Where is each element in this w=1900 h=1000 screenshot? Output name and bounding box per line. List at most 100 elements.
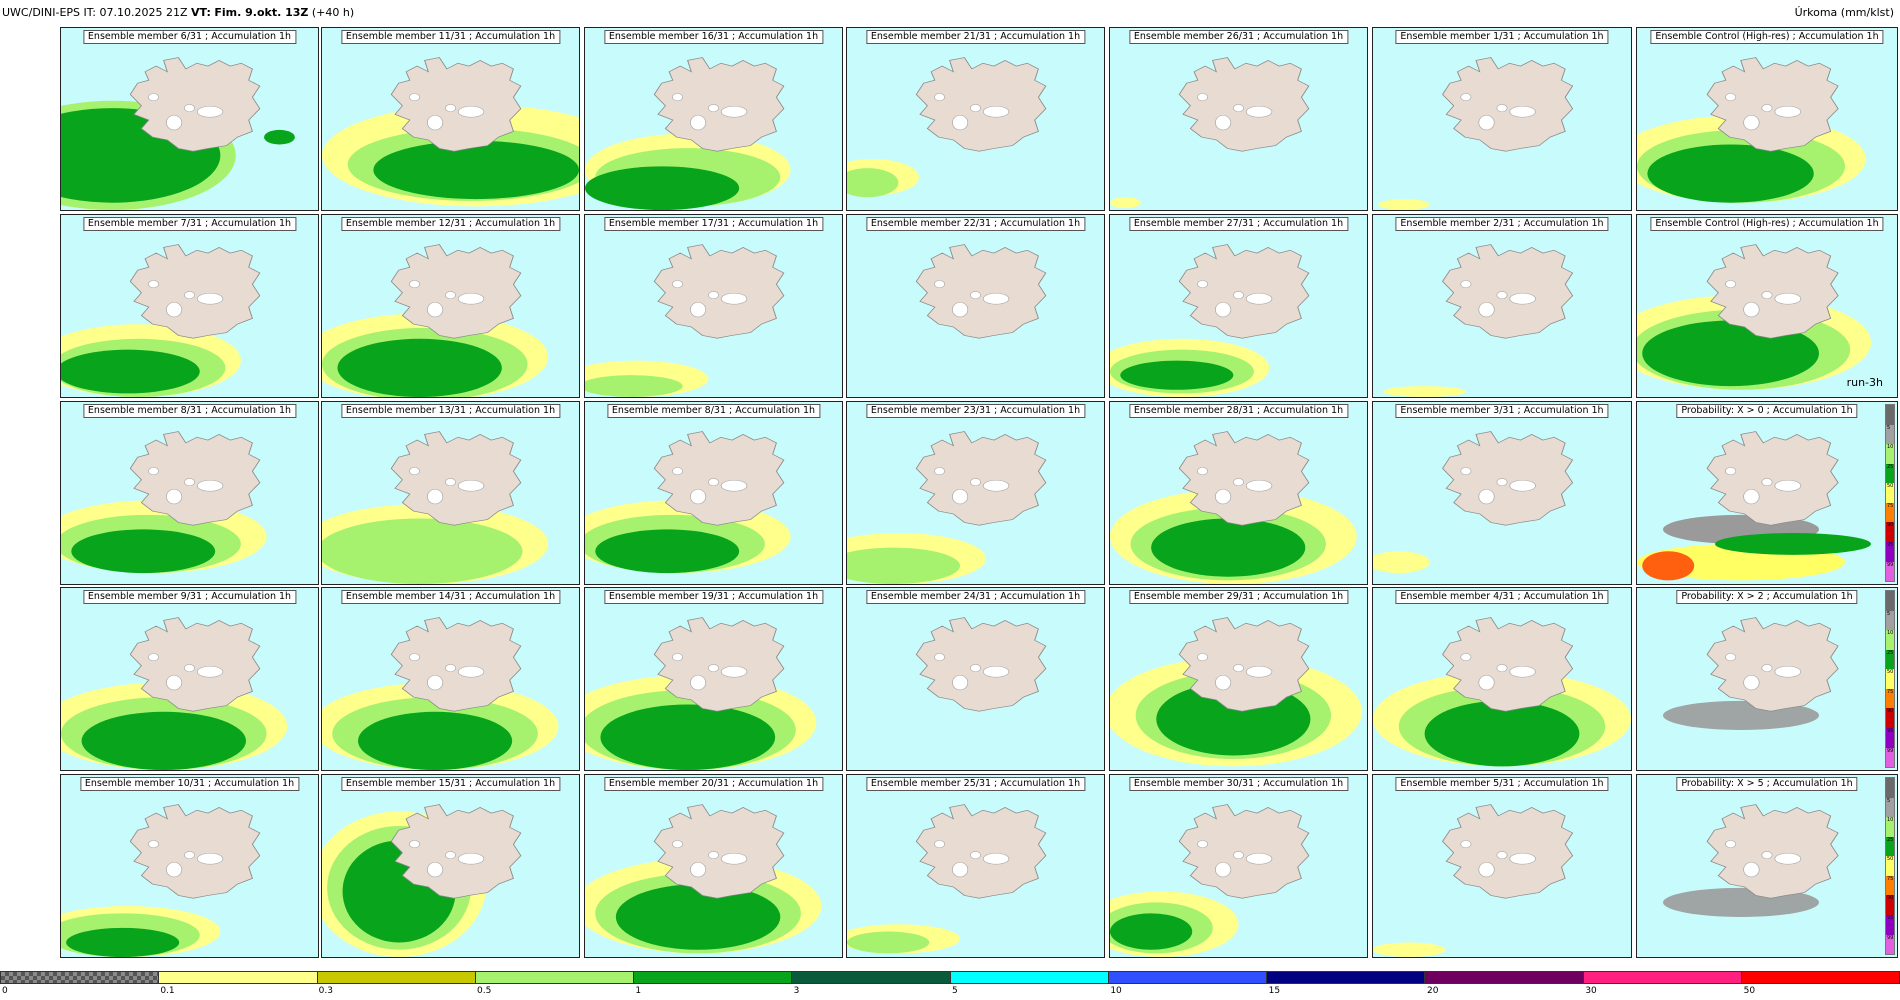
member-map-panel: Ensemble member 13/31 ; Accumulation 1h (321, 401, 580, 585)
precip-map (1110, 57, 1310, 209)
panel-title: Ensemble member 5/31 ; Accumulation 1h (1395, 777, 1609, 791)
glacier (707, 478, 720, 486)
member-map-panel: Ensemble member 28/31 ; Accumulation 1h (1109, 401, 1368, 585)
glacier (969, 104, 982, 112)
probability-scale-label: 99 (1887, 747, 1894, 754)
glacier (720, 852, 748, 865)
panel-title: Ensemble member 26/31 ; Accumulation 1h (1128, 30, 1349, 44)
glacier (1232, 664, 1245, 672)
iceland-landmass (129, 431, 261, 526)
probability-scale-step: 10 (1886, 817, 1894, 837)
glacier (720, 479, 748, 492)
precip-area (1373, 551, 1430, 574)
probability-scale: 5 10 25 50 75 90 95 99 (1885, 590, 1895, 768)
iceland-landmass (390, 431, 522, 526)
probability-scale-step: 90 (1886, 895, 1894, 915)
glacier (1214, 862, 1232, 878)
precip-map (1637, 244, 1871, 390)
probability-scale-step: 90 (1886, 708, 1894, 728)
colorbar-tick-label: 10 (1110, 986, 1122, 996)
probability-scale: 5 10 25 50 75 90 95 99 (1885, 777, 1895, 955)
glacier (183, 664, 196, 672)
panel-title: Ensemble member 13/31 ; Accumulation 1h (340, 404, 561, 418)
iceland-landmass (1706, 244, 1839, 339)
precip-map (585, 431, 791, 574)
colorbar-segment (316, 971, 475, 984)
glacier (1509, 479, 1536, 492)
member-map-panel: Ensemble member 24/31 ; Accumulation 1h (846, 587, 1105, 771)
panel-title: Ensemble member 2/31 ; Accumulation 1h (1395, 217, 1609, 231)
panel-title: Ensemble member 27/31 ; Accumulation 1h (1128, 217, 1349, 231)
member-map-panel: Ensemble member 29/31 ; Accumulation 1h (1109, 587, 1368, 771)
lead-time: (+40 h) (311, 6, 355, 19)
glacier (1245, 105, 1273, 118)
glacier (444, 104, 457, 112)
precip-area (585, 166, 740, 210)
glacier (951, 115, 969, 131)
precip-map (585, 617, 817, 770)
precip-map (847, 804, 1047, 954)
precip-area (373, 140, 579, 200)
glacier (426, 675, 444, 691)
colorbar-tick-label: 0.1 (160, 986, 175, 996)
glacier (707, 291, 720, 299)
precip-area (615, 884, 781, 950)
precip-map (1378, 57, 1574, 210)
member-map-panel: Ensemble member 4/31 ; Accumulation 1h (1372, 587, 1632, 771)
panel-title: Ensemble member 8/31 ; Accumulation 1h (82, 404, 297, 418)
colorbar-segment (633, 971, 792, 984)
member-map-panel: Ensemble member 26/31 ; Accumulation 1h (1109, 27, 1368, 211)
probability-scale-label: 75 (1887, 502, 1894, 509)
iceland-landmass (1442, 431, 1574, 526)
colorbar-tick-label: 1 (635, 986, 642, 996)
colorbar-tick-label: 0.3 (318, 986, 333, 996)
glacier (1496, 104, 1508, 112)
glacier (1496, 664, 1508, 672)
precip-area (61, 349, 200, 394)
panel-title: Ensemble member 28/31 ; Accumulation 1h (1128, 404, 1349, 418)
member-map-panel: Ensemble member 1/31 ; Accumulation 1h (1372, 27, 1632, 211)
glacier (969, 664, 982, 672)
probability-scale-label: 50 (1887, 856, 1894, 863)
glacier (457, 292, 485, 305)
probability-scale-label: 95 (1887, 727, 1894, 734)
precip-area (1647, 144, 1814, 203)
glacier (444, 478, 457, 486)
member-map-panel: Ensemble member 5/31 ; Accumulation 1h (1372, 774, 1632, 958)
glacier (982, 479, 1010, 492)
glacier (1743, 862, 1760, 878)
iceland-landmass (653, 617, 785, 712)
glacier (1196, 93, 1209, 102)
glacier (1478, 675, 1495, 691)
panel-title: Ensemble member 11/31 ; Accumulation 1h (340, 30, 561, 44)
precip-map (585, 244, 785, 397)
iceland-landmass (1178, 431, 1310, 526)
glacier (933, 467, 946, 476)
probability-scale-label: 5 (1887, 610, 1891, 617)
probability-scale-step (1886, 405, 1894, 425)
precip-map (322, 244, 549, 397)
precip-map (1663, 804, 1839, 917)
precip-map (847, 57, 1047, 198)
glacier (689, 115, 707, 131)
member-map-panel: Ensemble member 8/31 ; Accumulation 1h (60, 401, 319, 585)
colorbar-segment (474, 971, 633, 984)
probability-scale-label: 99 (1887, 561, 1894, 568)
iceland-landmass (1442, 617, 1574, 712)
probability-scale-step: 50 (1886, 669, 1894, 689)
panel-title: Ensemble member 19/31 ; Accumulation 1h (603, 590, 824, 604)
glacier (1460, 840, 1472, 849)
colorbar-segment (1107, 971, 1266, 984)
iceland-landmass (915, 431, 1047, 526)
panel-title: Ensemble member 3/31 ; Accumulation 1h (1395, 404, 1609, 418)
glacier (196, 105, 224, 118)
member-map-panel: Ensemble member 21/31 ; Accumulation 1h (846, 27, 1105, 211)
panel-title: Ensemble member 23/31 ; Accumulation 1h (865, 404, 1086, 418)
glacier (1214, 302, 1232, 318)
control-map-panel: Ensemble Control (High-res) ; Accumulati… (1636, 214, 1898, 398)
glacier (1496, 851, 1508, 859)
precip-area (71, 529, 216, 574)
precip-map (322, 617, 559, 770)
glacier (196, 292, 224, 305)
member-map-panel: Ensemble member 14/31 ; Accumulation 1h (321, 587, 580, 771)
